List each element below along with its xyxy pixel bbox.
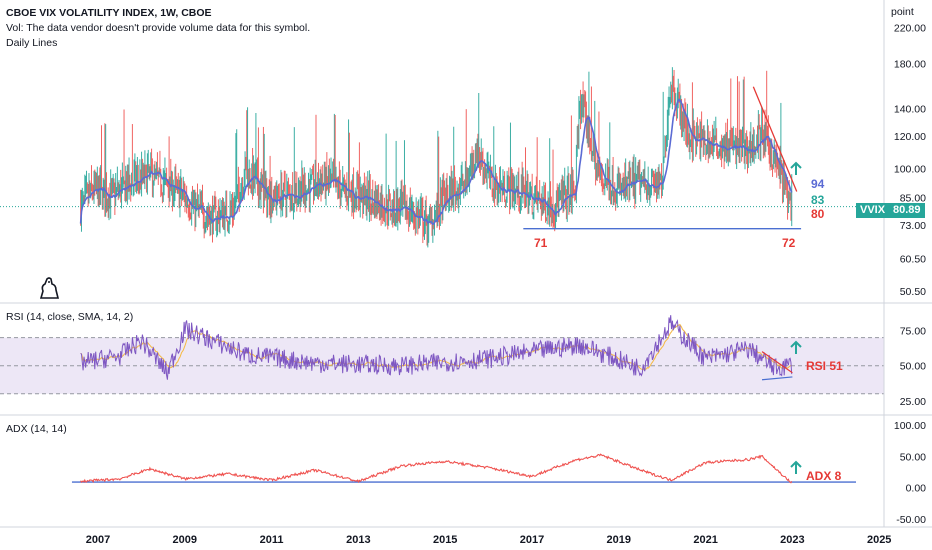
time-tick-label: 2017 [520,534,544,546]
time-tick-label: 2023 [780,534,804,546]
last-value-label: 80 [811,207,825,221]
adx-up-arrow-icon [790,460,802,474]
rsi-support-line [761,376,793,381]
time-tick-label: 2011 [260,534,284,546]
support-right-label: 72 [782,236,796,250]
adx-tick-label: -50.00 [896,514,926,526]
price-tick-label: 180.00 [894,58,926,70]
adx-tick-label: 0.00 [906,483,927,495]
price-pane [0,67,884,248]
adx-pane [71,453,856,484]
rsi-value-label: RSI 51 [806,359,843,373]
rsi-trendline [761,351,793,374]
price-tick-label: 73.00 [900,220,926,232]
price-tick-label: 220.00 [894,23,926,35]
adx-tick-label: 50.00 [900,451,926,463]
adx-line [80,453,793,484]
rsi-pane [0,315,884,395]
time-tick-label: 2025 [867,534,891,546]
time-tick-label: 2013 [346,534,370,546]
adx-title[interactable]: ADX (14, 14) [6,423,67,435]
rsi-line [80,315,793,380]
unit-label: point [891,6,914,18]
time-tick-label: 2021 [693,534,717,546]
mid-value-label: 83 [811,193,825,207]
resistance-trendline [752,86,798,192]
ma-value-label: 94 [811,177,825,191]
support-left-label: 71 [534,236,548,250]
rsi-up-arrow-icon [790,340,802,354]
time-tick-label: 2015 [433,534,457,546]
time-tick-label: 2007 [86,534,110,546]
symbol-tag: VVIX [856,203,890,218]
rsi-tick-label: 75.00 [900,326,926,338]
volume-note: Vol: The data vendor doesn't provide vol… [6,22,311,34]
lines-label: Daily Lines [6,37,58,49]
price-tick-label: 85.00 [900,193,926,205]
time-tick-label: 2019 [607,534,631,546]
price-tick-label: 140.00 [894,103,926,115]
price-tick-label: 60.50 [900,254,926,266]
rsi-title[interactable]: RSI (14, close, SMA, 14, 2) [6,311,134,323]
rsi-tick-label: 25.00 [900,396,926,408]
adx-tick-label: 100.00 [894,420,926,432]
price-tick-label: 120.00 [894,131,926,143]
tradingview-logo-icon [38,276,60,300]
time-tick-label: 2009 [173,534,197,546]
rsi-tick-label: 50.00 [900,361,926,373]
price-tick-label: 50.50 [900,286,926,298]
adx-value-label: ADX 8 [806,469,842,483]
price-tick-label: 100.00 [894,164,926,176]
up-arrow-icon [790,161,802,175]
chart-title: CBOE VIX VOLATILITY INDEX, 1W, CBOE [6,7,212,19]
last-price-tag[interactable]: 80.89 [889,203,925,218]
moving-average-line [79,98,793,225]
